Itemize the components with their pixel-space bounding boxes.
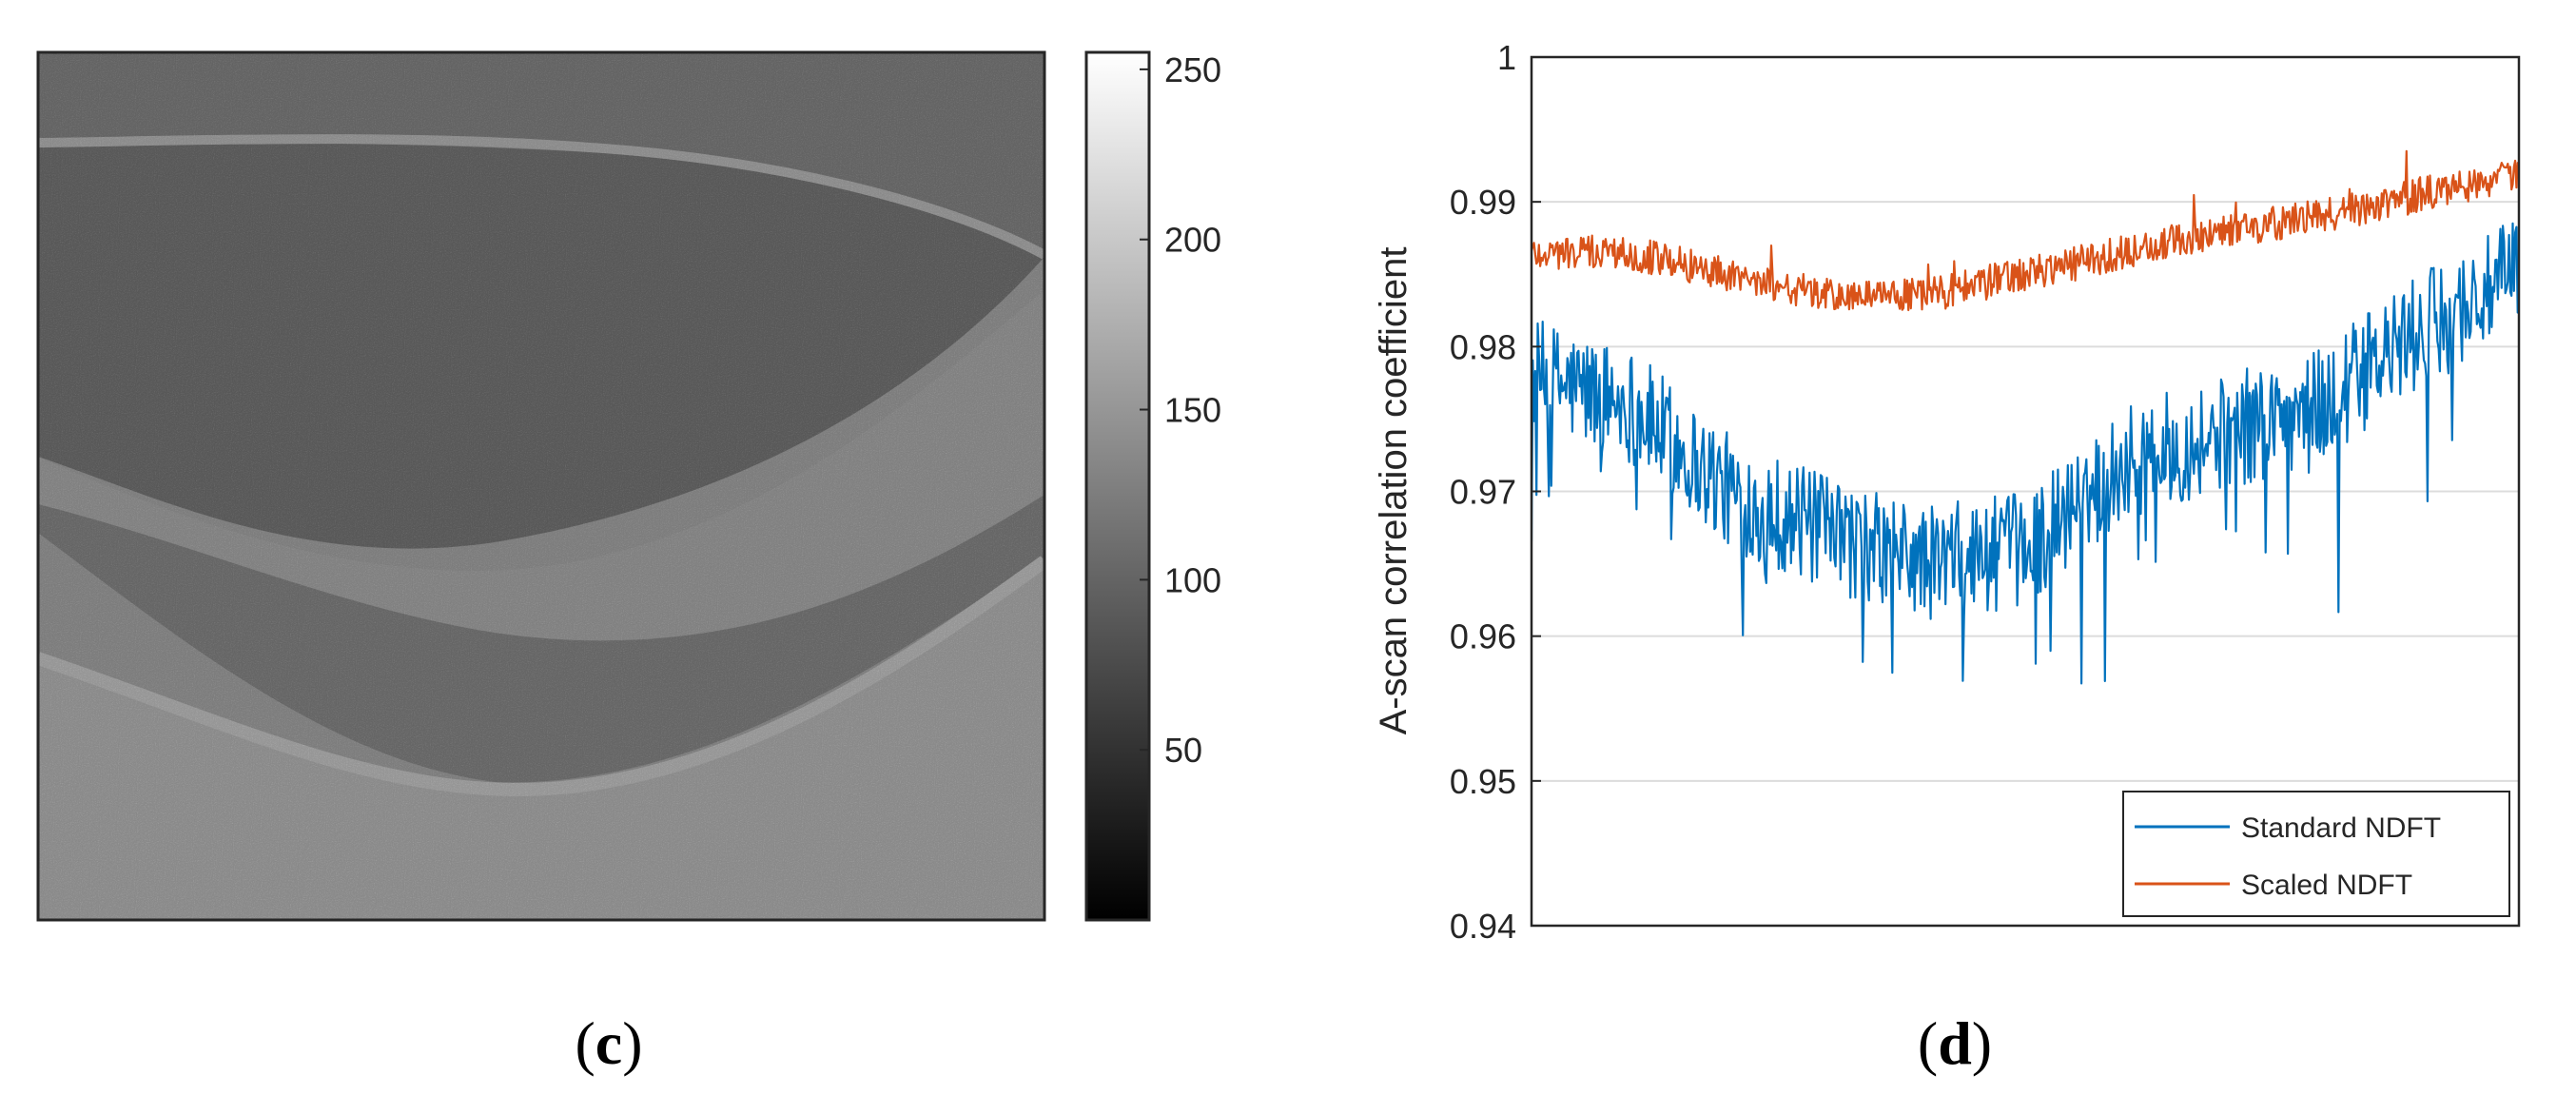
colorbar-tick-label: 50 xyxy=(1164,731,1202,770)
legend: Standard NDFT Scaled NDFT xyxy=(2122,791,2510,917)
legend-label-scaled-ndft: Scaled NDFT xyxy=(2241,870,2412,901)
y-tick-label: 0.98 xyxy=(1450,327,1516,366)
series-line-scaled-ndft xyxy=(1532,149,2519,312)
colorbar-gradient xyxy=(1084,50,1151,922)
y-tick-label: 0.99 xyxy=(1450,183,1516,222)
y-tick-label: 0.97 xyxy=(1450,473,1516,512)
panel-label-d: (d) xyxy=(1918,1009,1992,1077)
colorbar-ticks: 50 100 150 200 250 xyxy=(1140,50,1221,770)
oct-image-panel xyxy=(36,50,1046,922)
legend-box xyxy=(2122,791,2510,917)
y-grid xyxy=(1532,201,2519,782)
colorbar-tick-label: 100 xyxy=(1164,560,1221,599)
y-tick-label: 0.96 xyxy=(1450,617,1516,656)
y-tick-label: 0.94 xyxy=(1450,907,1516,946)
series-lines xyxy=(1532,149,2519,685)
colorbar: 50 100 150 200 250 xyxy=(1084,50,1221,922)
colorbar-tick-label: 250 xyxy=(1164,50,1221,89)
y-axis-label: A-scan correlation coefficient xyxy=(1373,247,1415,735)
y-tick-label: 1 xyxy=(1497,38,1516,77)
series-line-standard-ndft xyxy=(1532,222,2519,685)
oct-image-border xyxy=(36,50,1046,922)
y-axis-ticks: 0.94 0.95 0.96 0.97 0.98 0.99 1 xyxy=(1450,38,1541,946)
correlation-chart: 0.94 0.95 0.96 0.97 0.98 0.99 1 A-scan correla… xyxy=(1373,38,2521,946)
oct-image xyxy=(38,52,1044,920)
panel-label-c: (c) xyxy=(575,1009,642,1077)
colorbar-tick-label: 150 xyxy=(1164,391,1221,430)
colorbar-tick-label: 200 xyxy=(1164,221,1221,260)
y-tick-label: 0.95 xyxy=(1450,762,1516,801)
legend-label-standard-ndft: Standard NDFT xyxy=(2241,812,2441,844)
